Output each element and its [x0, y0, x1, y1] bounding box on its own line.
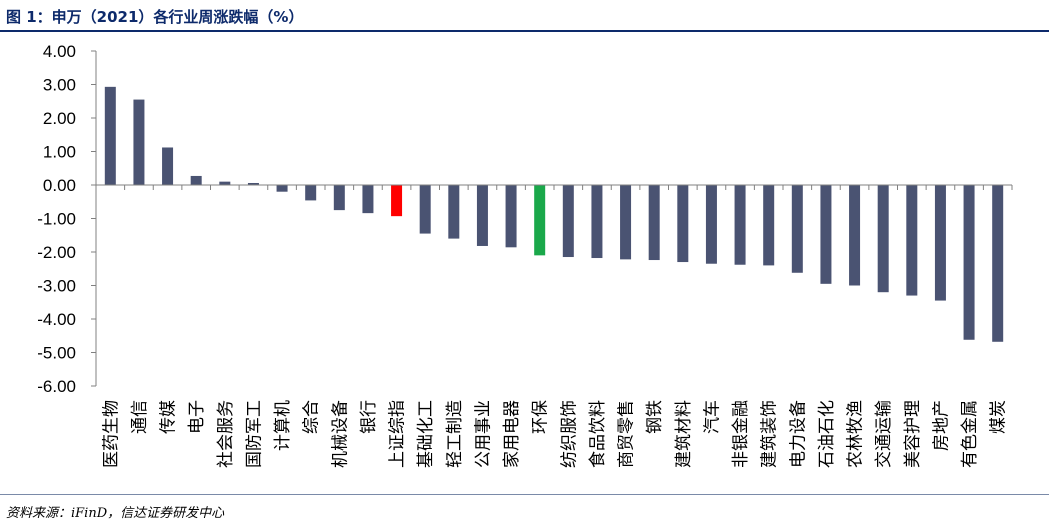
category-label: 上证综指: [388, 400, 408, 468]
bar-24: [763, 185, 775, 266]
bar-27: [849, 185, 861, 286]
bar-11: [391, 185, 403, 217]
category-label: 家用电器: [502, 400, 522, 468]
source-note: 资料来源：iFinD，信达证券研发中心: [6, 506, 225, 521]
bar-6: [247, 182, 259, 185]
bar-30: [934, 185, 946, 301]
category-label: 商贸零售: [617, 400, 637, 468]
y-tick-label: -5.00: [37, 344, 76, 363]
y-tick-label: -3.00: [37, 277, 76, 296]
bar-22: [705, 185, 717, 264]
bar-16: [534, 185, 546, 256]
bar-21: [677, 185, 689, 263]
bar-8: [305, 185, 317, 201]
y-tick-label: -2.00: [37, 243, 76, 262]
bar-2: [133, 99, 145, 185]
y-tick-label: -4.00: [37, 310, 76, 329]
category-label: 传媒: [159, 400, 179, 434]
category-label: 社会服务: [216, 400, 236, 468]
bar-31: [963, 185, 975, 340]
category-label: 机械设备: [330, 400, 350, 468]
category-label: 电子: [187, 400, 207, 434]
category-label: 石油石化: [817, 400, 837, 468]
category-label: 建筑装饰: [760, 400, 780, 468]
bar-32: [992, 185, 1004, 342]
category-label: 基础化工: [416, 400, 436, 468]
figure-title: 图 1：申万（2021）各行业周涨跌幅（%）: [6, 8, 304, 26]
bar-14: [476, 185, 488, 246]
bar-12: [419, 185, 431, 234]
footer-rule: [0, 494, 1049, 495]
y-tick-label: 2.00: [43, 109, 76, 128]
y-tick-label: 0.00: [43, 176, 76, 195]
category-label: 国防军工: [244, 400, 264, 468]
category-label: 计算机: [273, 400, 293, 451]
y-tick-label: -1.00: [37, 210, 76, 229]
bar-26: [820, 185, 832, 284]
category-label: 公用事业: [473, 400, 493, 468]
bar-7: [276, 185, 288, 192]
bar-13: [448, 185, 460, 239]
category-label: 房地产: [931, 400, 951, 451]
category-label: 非银金融: [731, 400, 751, 468]
y-tick-label: 4.00: [43, 42, 76, 61]
bar-9: [333, 185, 345, 211]
category-label: 医药生物: [101, 400, 121, 468]
category-label: 银行: [359, 400, 379, 434]
bar-23: [734, 185, 746, 265]
y-tick-label: 1.00: [43, 143, 76, 162]
category-label: 综合: [302, 400, 322, 434]
bar-19: [620, 185, 632, 260]
category-label: 轻工制造: [445, 400, 465, 468]
bar-10: [362, 185, 374, 214]
category-label: 美容护理: [903, 400, 923, 468]
title-rule: [0, 30, 1049, 32]
y-tick-label: -6.00: [37, 377, 76, 396]
category-label: 钢铁: [645, 400, 665, 434]
bar-17: [562, 185, 574, 258]
industry-weekly-change-bar-chart: 4.00 3.00 2.00 1.00 0.00 -1.00 -2.00 -3.00 -4.00…: [37, 42, 1013, 468]
bar-18: [591, 185, 603, 259]
bar-4: [190, 175, 202, 185]
bar-28: [877, 185, 889, 293]
category-label: 有色金属: [960, 400, 980, 468]
category-label: 交通运输: [874, 400, 894, 468]
category-label: 环保: [531, 400, 551, 434]
bar-15: [505, 185, 517, 248]
bar-29: [906, 185, 918, 296]
category-label: 纺织服饰: [559, 400, 579, 468]
bar-25: [791, 185, 803, 273]
category-label: 农林牧渔: [846, 400, 866, 468]
title-bar: 图 1：申万（2021）各行业周涨跌幅（%）: [0, 0, 1049, 30]
bar-5: [219, 181, 231, 185]
category-label: 煤炭: [989, 400, 1009, 434]
bar-1: [104, 86, 116, 185]
bar-3: [162, 147, 174, 185]
category-label: 电力设备: [788, 400, 808, 468]
category-label: 食品饮料: [588, 400, 608, 468]
category-label: 汽车: [702, 400, 722, 434]
category-label: 建筑材料: [674, 400, 694, 468]
category-label: 通信: [130, 400, 150, 434]
bar-20: [648, 185, 660, 261]
y-tick-label: 3.00: [43, 76, 76, 95]
